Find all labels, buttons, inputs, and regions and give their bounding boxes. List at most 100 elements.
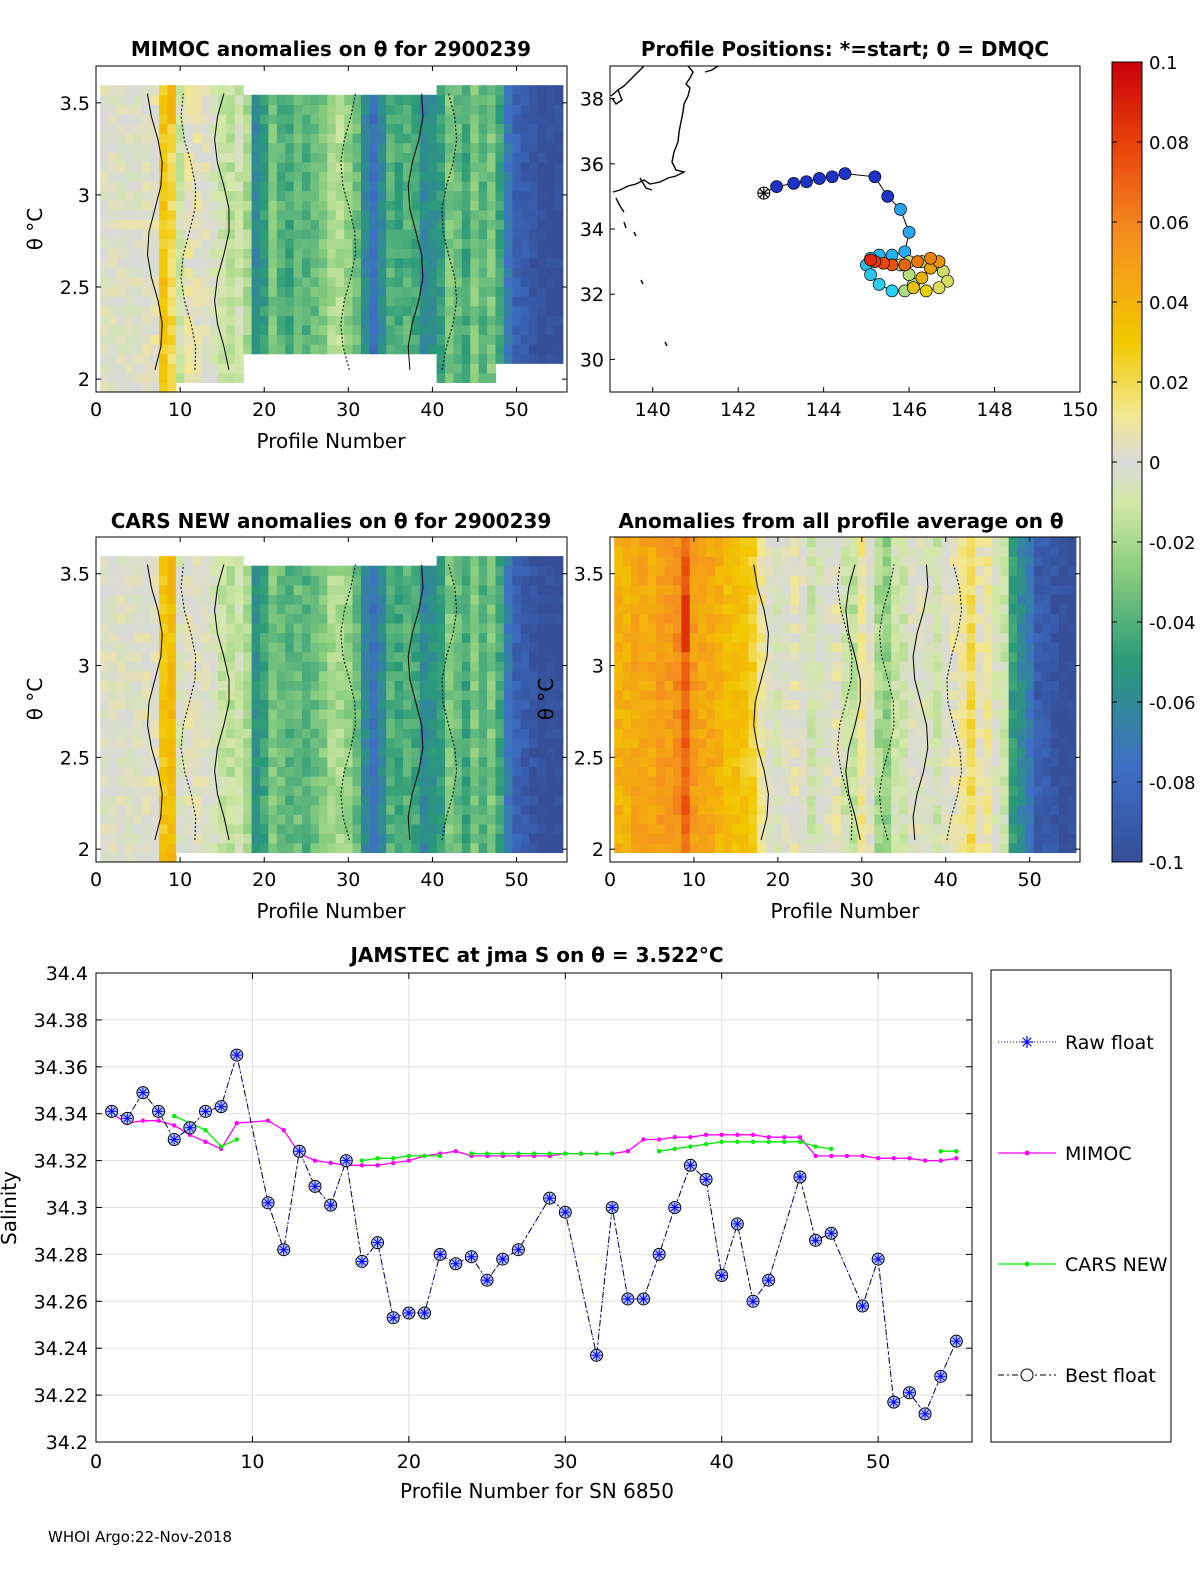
heatmap-cell [327, 344, 337, 355]
heatmap-cell [487, 613, 497, 624]
heatmap-cell [453, 594, 463, 605]
heatmap-cell [125, 680, 135, 691]
heatmap-cell [184, 200, 194, 211]
heatmap-cell [706, 756, 716, 768]
heatmap-cell [302, 104, 312, 115]
heatmap-cell [310, 209, 320, 221]
heatmap-cell [461, 219, 471, 230]
heatmap-cell [545, 584, 555, 595]
heatmap-cell [512, 575, 522, 586]
heatmap-cell [765, 689, 775, 701]
heatmap-cell [133, 229, 143, 240]
heatmap-cell [756, 775, 766, 787]
heatmap-cell [672, 670, 682, 681]
heatmap-cell [537, 181, 547, 192]
heatmap-cell [436, 152, 446, 163]
heatmap-cell [714, 728, 724, 739]
heatmap-cell [327, 248, 337, 259]
heatmap-cell [428, 152, 438, 163]
heatmap-cell [824, 842, 834, 854]
x-tick-label: 50 [504, 399, 528, 421]
heatmap-cell [924, 833, 934, 844]
heatmap-cell [344, 728, 354, 739]
heatmap-cell [293, 603, 303, 615]
heatmap-cell [234, 728, 244, 739]
heatmap-cell [386, 161, 396, 173]
heatmap-cell [217, 257, 227, 268]
heatmap-cell [394, 219, 404, 230]
heatmap-cell [327, 642, 337, 653]
heatmap-cell [125, 219, 135, 230]
heatmap-cell [209, 219, 219, 230]
heatmap-cell [478, 267, 488, 278]
heatmap-cell [461, 142, 471, 153]
heatmap-cell [731, 680, 741, 691]
heatmap-cell [302, 689, 312, 701]
heatmap-cell [706, 603, 716, 615]
heatmap-cell [656, 632, 666, 643]
heatmap-cell [453, 305, 463, 316]
heatmap-cell [958, 775, 968, 787]
heatmap-cell [192, 766, 202, 777]
heatmap-cell [698, 699, 708, 710]
heatmap-cell [512, 661, 522, 672]
heatmap-cell [201, 842, 211, 854]
heatmap-cell [133, 267, 143, 278]
heatmap-cell [142, 575, 152, 586]
heatmap-cell [849, 546, 859, 557]
heatmap-cell [478, 257, 488, 268]
heatmap-cell [537, 257, 547, 268]
heatmap-cell [251, 257, 261, 268]
heatmap-cell [209, 766, 219, 777]
heatmap-cell [108, 219, 118, 230]
heatmap-cell [529, 709, 539, 720]
heatmap-cell [773, 689, 783, 701]
heatmap-cell [537, 161, 547, 173]
heatmap-cell [108, 315, 118, 326]
heatmap-cell [108, 785, 118, 796]
heatmap-cell [360, 594, 370, 605]
heatmap-cell [529, 651, 539, 662]
heatmap-cell [891, 785, 901, 796]
heatmap-cell [445, 623, 455, 634]
heatmap-cell [714, 718, 724, 729]
heatmap-cell [108, 842, 118, 854]
heatmap-cell [614, 775, 624, 787]
heatmap-cell [100, 382, 110, 393]
heatmap-cell [276, 728, 286, 739]
heatmap-cell [723, 613, 733, 624]
heatmap-cell [874, 556, 884, 567]
heatmap-cell [461, 94, 471, 105]
heatmap-cell [327, 575, 337, 586]
heatmap-cell [529, 190, 539, 201]
heatmap-cell [243, 219, 253, 230]
heatmap-cell [276, 804, 286, 815]
heatmap-cell [453, 248, 463, 259]
heatmap-cell [100, 689, 110, 701]
heatmap-cell [402, 584, 412, 595]
heatmap-cell [773, 575, 783, 586]
heatmap-cell [335, 267, 345, 278]
heatmap-cell [335, 344, 345, 355]
heatmap-cell [293, 142, 303, 153]
heatmap-cell [916, 747, 926, 758]
heatmap-cell [360, 623, 370, 634]
heatmap-cell [150, 219, 160, 230]
heatmap-cell [293, 181, 303, 192]
heatmap-cell [773, 632, 783, 643]
heatmap-cell [545, 632, 555, 643]
heatmap-cell [529, 584, 539, 595]
heatmap-cell [167, 152, 177, 163]
heatmap-cell [243, 728, 253, 739]
heatmap-cell [108, 286, 118, 297]
heatmap-cell [740, 795, 750, 806]
heatmap-cell [470, 718, 480, 729]
heatmap-cell [949, 651, 959, 662]
heatmap-cell [150, 209, 160, 221]
heatmap-cell [723, 537, 733, 548]
heatmap-cell [192, 661, 202, 672]
heatmap-cell [933, 756, 943, 768]
heatmap-cell [167, 814, 177, 825]
heatmap-cell [798, 565, 808, 576]
heatmap-cell [487, 747, 497, 758]
